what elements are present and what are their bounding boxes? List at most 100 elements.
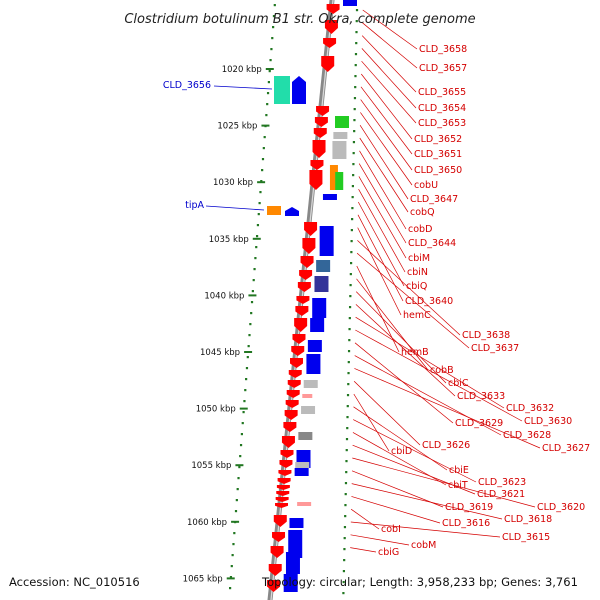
right-gene-label: CLD_3619 xyxy=(445,502,493,513)
scale-dot xyxy=(352,152,355,155)
scale-dot xyxy=(272,26,275,29)
scale-dot xyxy=(347,383,350,386)
label-leader xyxy=(359,150,407,230)
scale-dot xyxy=(241,422,244,425)
scale-dot xyxy=(345,460,348,463)
gene-arrow xyxy=(281,436,295,448)
scale-dot xyxy=(261,158,265,161)
scale-dot xyxy=(256,224,260,227)
label-leader xyxy=(357,227,402,316)
right-gene-label: hemB xyxy=(401,347,429,358)
gene-labels: CLD_3656 tipA CLD_3658 CLD_3657 CLD_3655 CLD_… xyxy=(163,44,590,558)
label-leader xyxy=(357,240,461,336)
scale-dot xyxy=(349,273,352,276)
scale-dot xyxy=(269,59,272,62)
scale-dot xyxy=(255,246,258,249)
label-leader xyxy=(352,444,476,495)
scale-dot xyxy=(354,75,357,78)
scale-dot xyxy=(250,301,254,304)
scale-dot xyxy=(347,372,350,375)
kbp-label: 1030 kbp xyxy=(213,178,253,188)
gene-box xyxy=(316,260,331,272)
scale-dot xyxy=(351,207,354,210)
gene-arrow xyxy=(302,238,316,254)
scale-dot xyxy=(344,493,347,496)
gene-arrow xyxy=(285,207,299,216)
scale-dot xyxy=(271,37,274,40)
scale-dot xyxy=(355,20,358,23)
gene-features xyxy=(267,0,357,592)
right-gene-label: cbiT xyxy=(448,480,468,491)
scale-dot xyxy=(263,136,266,139)
scale-dot xyxy=(239,444,243,447)
gene-box xyxy=(306,354,321,374)
right-gene-label: CLD_3637 xyxy=(471,343,519,354)
right-gene-label: CLD_3647 xyxy=(410,194,458,205)
scale-dot xyxy=(351,185,354,188)
right-gene-label: CLD_3657 xyxy=(419,63,467,74)
scale-dot xyxy=(352,141,356,144)
label-leader xyxy=(360,73,413,140)
right-gene-label: cbiC xyxy=(448,378,469,389)
kbp-label: 1055 kbp xyxy=(191,461,231,471)
scale-dot xyxy=(345,471,348,474)
gene-arrow xyxy=(292,76,306,104)
gene-arrow xyxy=(312,140,326,158)
gene-box xyxy=(322,194,337,200)
scale-dot xyxy=(266,103,269,106)
label-leader xyxy=(351,483,503,520)
gene-box xyxy=(329,165,338,190)
scale-dot xyxy=(350,229,353,232)
kbp-label: 1050 kbp xyxy=(196,405,236,415)
gene-arrow xyxy=(276,485,290,490)
scale-dot xyxy=(353,130,356,133)
gene-arrow xyxy=(276,491,290,496)
gene-arrow xyxy=(314,117,328,127)
scale-dot xyxy=(352,163,355,166)
scale-dot xyxy=(354,53,358,56)
label-leader xyxy=(353,380,421,446)
label-leaders xyxy=(205,9,541,553)
right-gene-label: cbiQ xyxy=(406,281,427,292)
gene-arrow xyxy=(323,38,337,48)
scale-dot xyxy=(236,488,239,491)
scale-dot xyxy=(240,433,244,436)
gene-box xyxy=(333,132,348,139)
gene-box xyxy=(319,226,334,256)
scale-dot xyxy=(270,48,273,51)
gene-arrow xyxy=(270,546,284,558)
scale-dot xyxy=(355,42,358,45)
label-leader xyxy=(354,342,454,424)
scale-dot xyxy=(254,257,257,260)
scale-dot xyxy=(249,323,252,326)
gene-box xyxy=(343,0,357,6)
gene-arrow xyxy=(309,170,323,190)
accession-text: Accession: NC_010516 xyxy=(9,575,140,589)
label-leader xyxy=(356,252,470,349)
scale-dot xyxy=(354,64,357,67)
label-leader xyxy=(355,291,447,384)
scale-dot xyxy=(348,306,352,309)
scale-dot xyxy=(246,356,249,359)
gene-box xyxy=(332,141,347,159)
scale-dot xyxy=(349,284,352,287)
gene-arrow xyxy=(326,4,340,14)
gene-box xyxy=(307,340,322,352)
right-gene-label: CLD_3629 xyxy=(455,418,503,429)
gene-box xyxy=(285,552,300,574)
scale-dot xyxy=(342,581,345,584)
label-leader xyxy=(350,521,501,538)
right-gene-label: CLD_3616 xyxy=(442,518,490,529)
scale-dot xyxy=(262,147,265,150)
right-gene-label: CLD_3615 xyxy=(502,532,550,543)
label-leader xyxy=(350,534,410,546)
right-gene-label: CLD_3620 xyxy=(537,502,585,513)
gene-arrow xyxy=(268,564,282,576)
gene-box xyxy=(312,298,327,318)
kbp-label: 1060 kbp xyxy=(187,518,227,528)
gene-arrow xyxy=(280,450,294,458)
right-gene-label: CLD_3658 xyxy=(419,44,467,55)
scale-dot xyxy=(343,537,346,540)
